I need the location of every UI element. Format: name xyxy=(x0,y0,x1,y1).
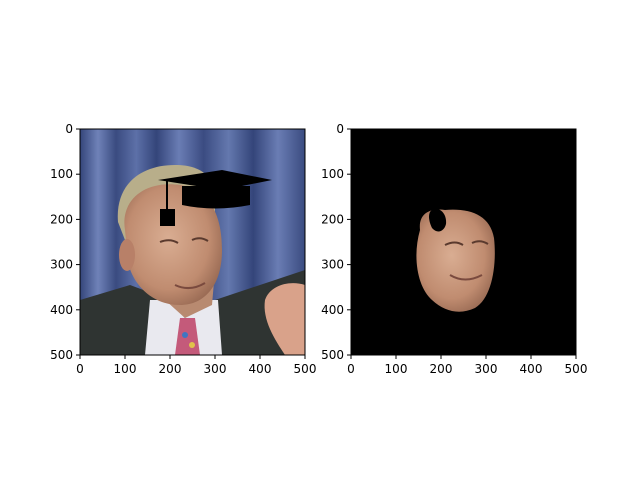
x-tick-label: 0 xyxy=(347,362,355,376)
y-tick-label: 300 xyxy=(50,258,73,272)
y-tick-label: 500 xyxy=(321,348,344,362)
right-axes-frame xyxy=(350,128,577,356)
y-tick-label: 100 xyxy=(50,167,73,181)
x-tick-label: 500 xyxy=(294,362,317,376)
right-panel-image xyxy=(351,129,576,355)
y-tick-label: 0 xyxy=(336,122,344,136)
x-tick-label: 500 xyxy=(565,362,588,376)
y-tick-label: 500 xyxy=(50,348,73,362)
x-tick-label: 0 xyxy=(76,362,84,376)
y-tick-label: 400 xyxy=(321,303,344,317)
y-tick-label: 100 xyxy=(321,167,344,181)
x-tick-label: 400 xyxy=(249,362,272,376)
x-tick-label: 300 xyxy=(204,362,227,376)
graduation-cap-icon xyxy=(158,170,272,226)
y-tick-label: 0 xyxy=(65,122,73,136)
x-tick-label: 100 xyxy=(385,362,408,376)
x-tick-label: 200 xyxy=(430,362,453,376)
y-tick-label: 200 xyxy=(321,212,344,226)
y-tick-label: 300 xyxy=(321,258,344,272)
x-tick-label: 100 xyxy=(114,362,137,376)
x-tick-label: 200 xyxy=(159,362,182,376)
y-tick-label: 200 xyxy=(50,212,73,226)
y-tick-label: 400 xyxy=(50,303,73,317)
x-tick-label: 400 xyxy=(520,362,543,376)
left-panel-image xyxy=(80,129,305,355)
left-axes-frame xyxy=(79,128,306,356)
x-tick-label: 300 xyxy=(475,362,498,376)
